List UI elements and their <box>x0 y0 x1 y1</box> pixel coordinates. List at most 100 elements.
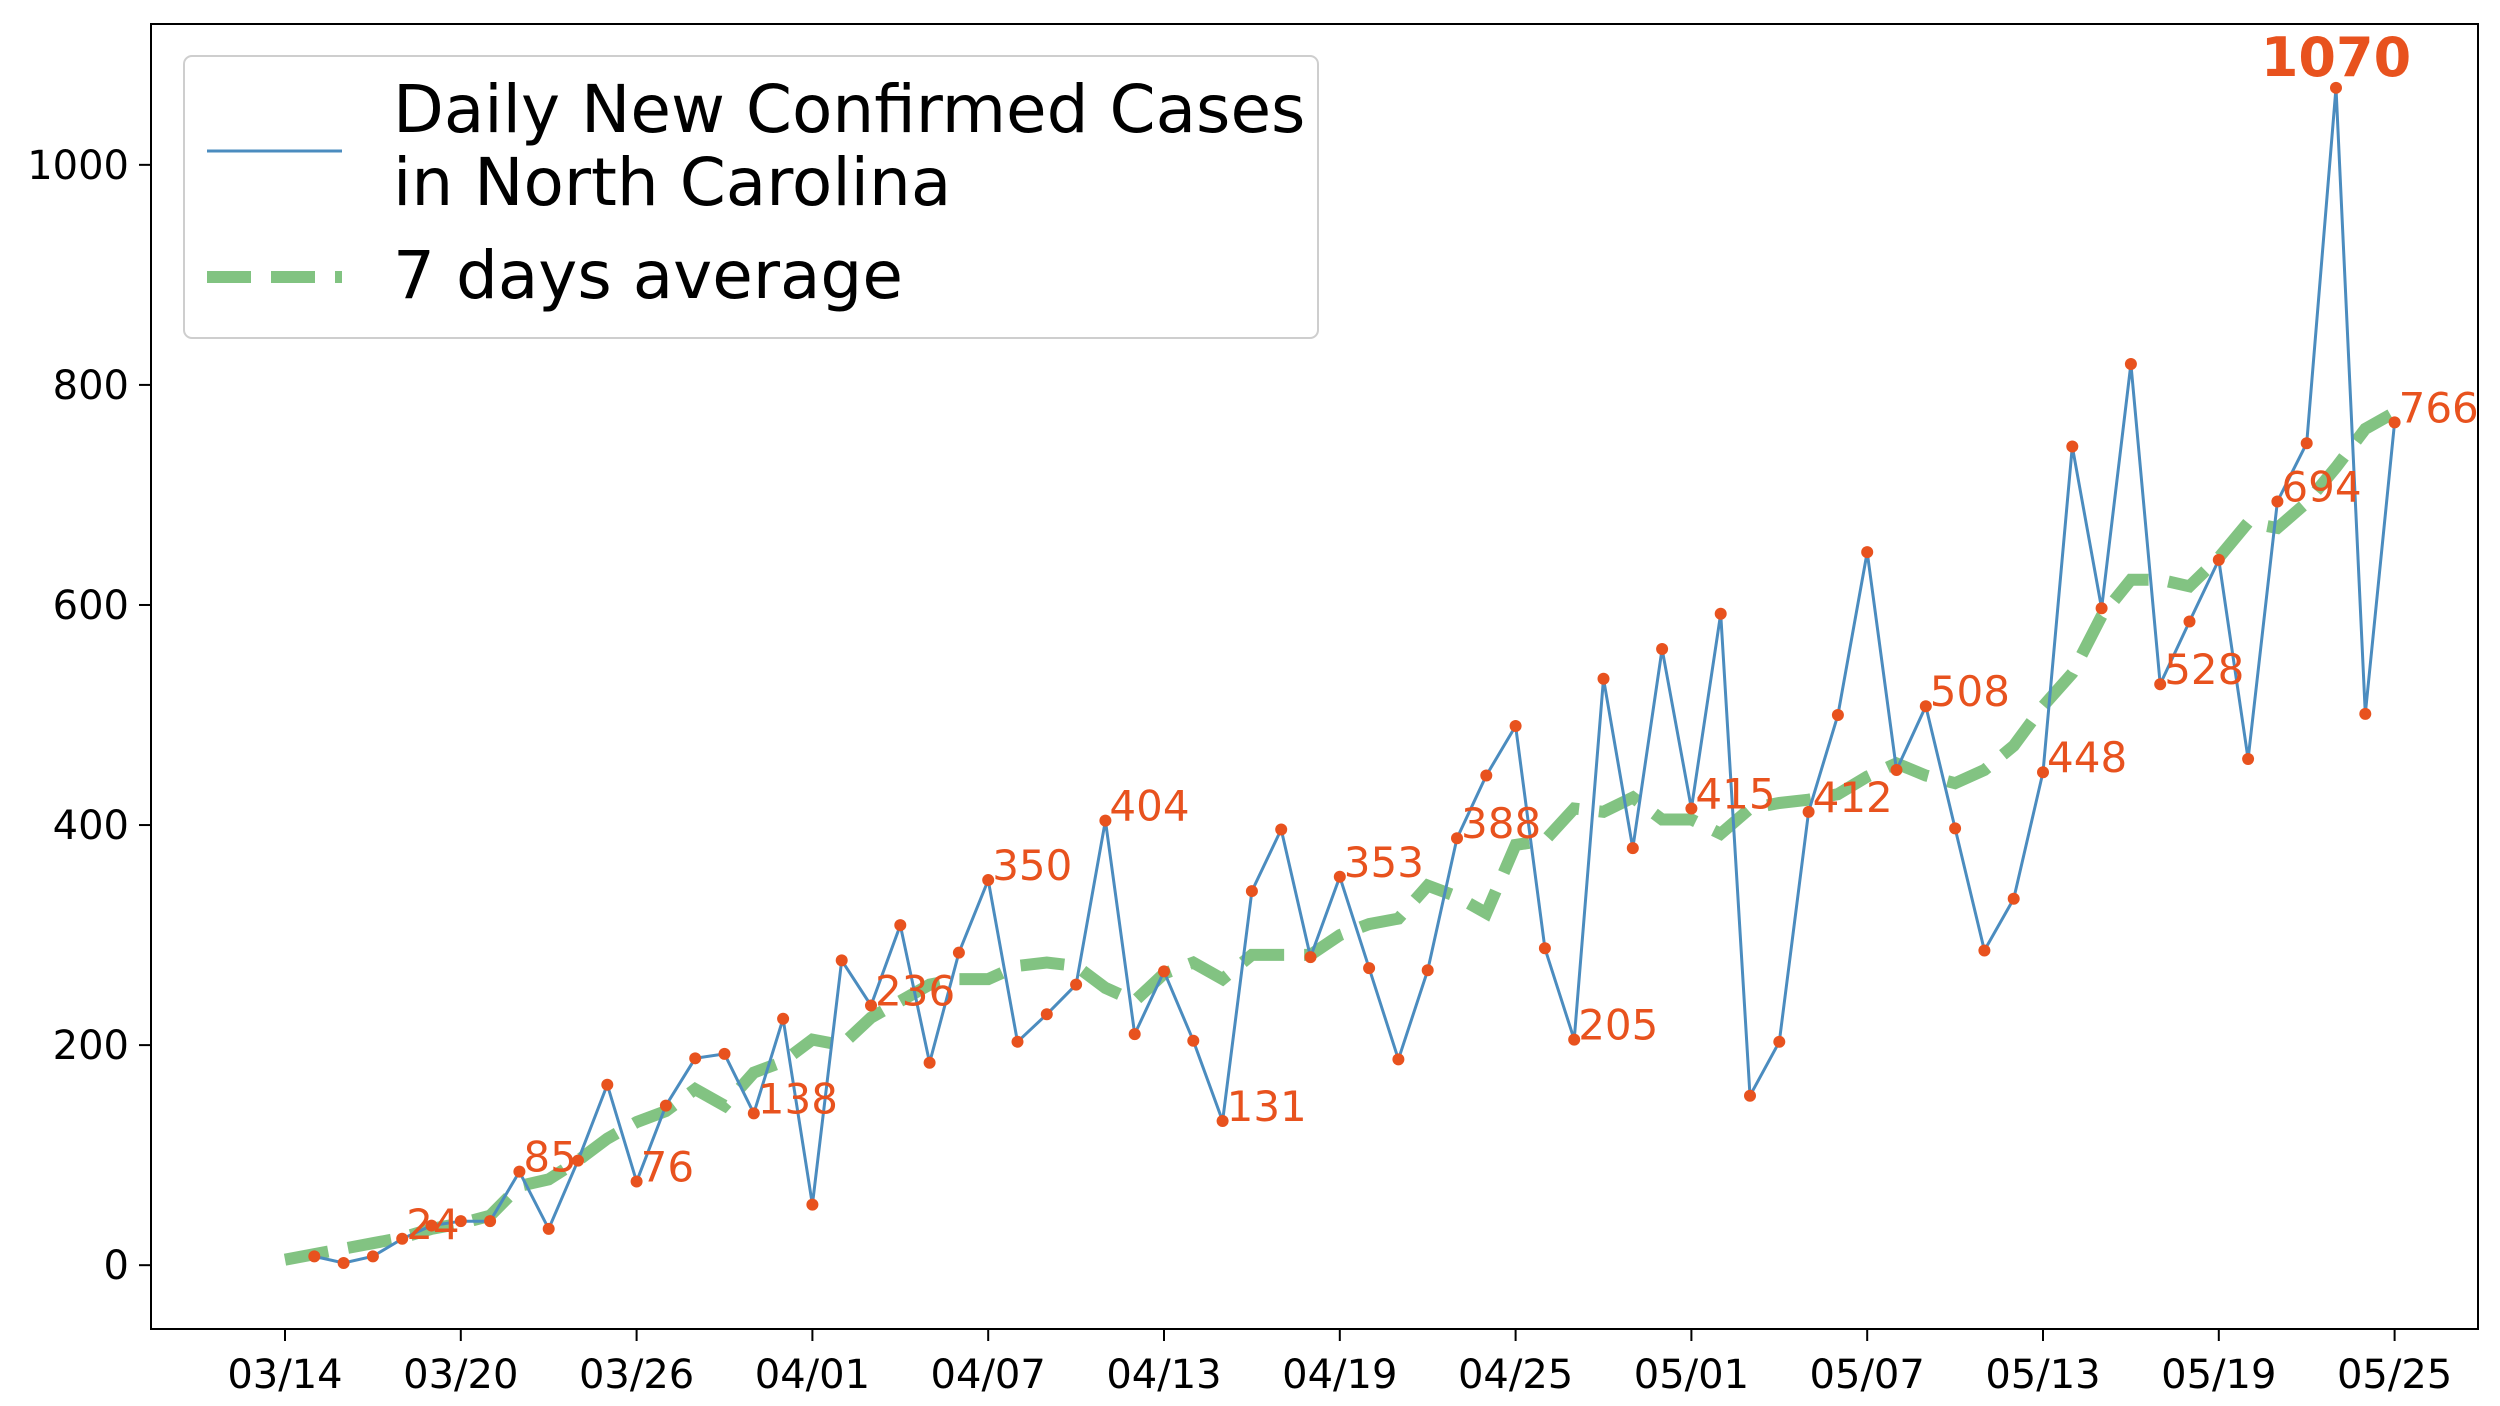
data-point <box>572 1154 584 1167</box>
data-point <box>630 1175 643 1188</box>
data-label: 138 <box>758 1074 838 1123</box>
data-point <box>366 1250 379 1263</box>
data-point <box>454 1215 467 1228</box>
data-point <box>601 1078 614 1091</box>
legend: Daily New Confirmed Cases in North Carol… <box>183 55 1319 339</box>
data-label: 388 <box>1461 799 1541 848</box>
data-point <box>865 999 877 1012</box>
series-line-average <box>283 407 2398 1266</box>
data-point <box>952 946 965 959</box>
data-point <box>1363 962 1376 975</box>
data-label: 448 <box>2047 733 2127 782</box>
data-point <box>2300 437 2313 450</box>
data-point <box>1861 546 1874 559</box>
data-point <box>2330 81 2342 94</box>
data-point <box>1040 1008 1053 1021</box>
data-point <box>806 1198 819 1211</box>
data-point <box>689 1052 702 1065</box>
data-point <box>2271 495 2284 508</box>
legend-label-average: 7 days average <box>393 237 903 314</box>
data-point <box>1451 832 1463 845</box>
x-tick-label: 04/01 <box>755 1352 870 1398</box>
x-axis: 03/14 03/20 03/26 04/01 04/07 04/13 04/19 04/25… <box>227 1329 2452 1398</box>
data-point <box>1128 1028 1141 1041</box>
data-point <box>1187 1034 1200 1047</box>
data-label-peak: 1070 <box>2261 26 2411 89</box>
data-point <box>1568 1033 1581 1046</box>
x-tick-label: 05/13 <box>1985 1352 2100 1398</box>
legend-label-daily: Daily New Confirmed Cases <box>393 71 1305 148</box>
data-point <box>1275 823 1288 836</box>
data-point <box>1890 764 1903 777</box>
data-point <box>982 874 995 887</box>
data-point <box>1245 885 1258 898</box>
data-label: 76 <box>641 1143 694 1192</box>
data-point <box>1802 805 1815 818</box>
x-tick-label: 05/25 <box>2337 1352 2452 1398</box>
data-point <box>1538 942 1551 955</box>
data-point <box>835 954 848 967</box>
plot-frame <box>150 23 2479 1330</box>
data-point <box>1158 965 1170 978</box>
data-label: 766 <box>2399 383 2479 432</box>
data-label: 412 <box>1813 773 1893 822</box>
data-point <box>1421 964 1434 977</box>
data-point <box>777 1012 790 1025</box>
data-point <box>1099 814 1112 827</box>
data-point <box>308 1250 321 1263</box>
data-point <box>894 919 907 932</box>
data-point <box>747 1107 760 1120</box>
data-point <box>1919 700 1932 713</box>
y-tick-label: 200 <box>53 1023 129 1069</box>
x-tick-label: 04/13 <box>1106 1352 1221 1398</box>
data-point <box>2183 615 2196 628</box>
data-point <box>1744 1089 1756 1102</box>
y-tick-label: 600 <box>53 583 129 629</box>
data-point <box>1949 822 1962 835</box>
data-point <box>1656 642 1669 655</box>
data-point <box>1216 1115 1229 1128</box>
data-label: 236 <box>875 967 955 1016</box>
data-point <box>484 1215 497 1228</box>
data-label: 131 <box>1227 1082 1307 1131</box>
data-point <box>2388 416 2401 429</box>
data-point <box>1509 720 1522 733</box>
data-point <box>1714 607 1727 620</box>
data-point <box>2007 892 2020 905</box>
data-point <box>718 1047 731 1060</box>
y-axis: 0 200 400 600 800 1000 <box>27 143 151 1289</box>
data-point <box>2124 358 2137 371</box>
x-tick-label: 05/01 <box>1634 1352 1749 1398</box>
series-layer <box>283 87 2398 1266</box>
data-point <box>337 1256 350 1269</box>
data-point <box>2359 707 2372 720</box>
x-tick-label: 05/07 <box>1810 1352 1925 1398</box>
data-point <box>659 1099 672 1112</box>
x-tick-label: 03/26 <box>579 1352 694 1398</box>
data-point <box>1304 951 1317 964</box>
data-point <box>1978 944 1991 957</box>
data-point <box>1685 802 1698 815</box>
annotation-layer: 24 85 76 138 236 350 404 131 353 388 205 415 412 508 4… <box>406 26 2479 1249</box>
data-label: 353 <box>1344 838 1424 887</box>
data-point <box>1070 978 1083 991</box>
y-tick-label: 1000 <box>27 143 129 189</box>
x-tick-label: 03/20 <box>403 1352 518 1398</box>
x-tick-label: 05/19 <box>2161 1352 2276 1398</box>
plot-area <box>150 23 2479 1330</box>
legend-box <box>183 55 1319 339</box>
data-point <box>1392 1053 1405 1066</box>
x-tick-label: 03/14 <box>227 1352 342 1398</box>
data-point <box>513 1165 526 1178</box>
data-point <box>1626 842 1639 855</box>
y-tick-label: 0 <box>104 1243 129 1289</box>
data-label: 350 <box>992 841 1072 890</box>
data-point <box>1831 709 1844 722</box>
data-label: 205 <box>1578 1001 1658 1050</box>
data-point <box>2066 440 2079 453</box>
marker-layer <box>308 81 2401 1269</box>
legend-label-daily-line2: in North Carolina <box>393 144 951 221</box>
data-point <box>1480 769 1493 782</box>
data-label: 24 <box>406 1200 459 1249</box>
